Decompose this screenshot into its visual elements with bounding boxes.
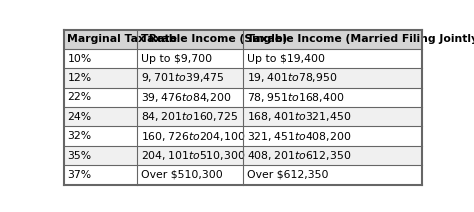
Text: Up to $9,700: Up to $9,700 xyxy=(141,54,212,64)
Text: 32%: 32% xyxy=(67,131,91,141)
Text: 12%: 12% xyxy=(67,73,91,83)
Text: 24%: 24% xyxy=(67,112,91,122)
Bar xyxy=(243,68,422,88)
Bar xyxy=(137,126,243,146)
Text: $168,401 to $321,450: $168,401 to $321,450 xyxy=(246,110,351,123)
Text: Taxable Income (Married Filing Jointly): Taxable Income (Married Filing Jointly) xyxy=(246,34,474,44)
Bar xyxy=(64,126,137,146)
Bar xyxy=(64,107,137,126)
Text: $408,201 to $612,350: $408,201 to $612,350 xyxy=(246,149,351,162)
Bar xyxy=(64,88,137,107)
Text: $78,951 to $168,400: $78,951 to $168,400 xyxy=(246,91,344,104)
Text: Up to $19,400: Up to $19,400 xyxy=(246,54,325,64)
Text: Taxable Income (Single): Taxable Income (Single) xyxy=(141,34,287,44)
Text: 22%: 22% xyxy=(67,92,91,102)
Text: 37%: 37% xyxy=(67,170,91,180)
Bar xyxy=(64,165,137,185)
Text: 35%: 35% xyxy=(67,151,91,160)
Text: $19,401 to $78,950: $19,401 to $78,950 xyxy=(246,71,337,85)
Text: 10%: 10% xyxy=(67,54,91,64)
Bar xyxy=(243,88,422,107)
Text: $204,101 to $510,300: $204,101 to $510,300 xyxy=(141,149,245,162)
Bar xyxy=(137,88,243,107)
Text: $9,701 to $39,475: $9,701 to $39,475 xyxy=(141,71,224,85)
Text: $160,726 to $204,100: $160,726 to $204,100 xyxy=(141,130,245,143)
Text: $84,201 to $160,725: $84,201 to $160,725 xyxy=(141,110,238,123)
Text: Over $612,350: Over $612,350 xyxy=(246,170,328,180)
Bar xyxy=(243,29,422,49)
Bar xyxy=(64,146,137,165)
Bar xyxy=(64,29,137,49)
Bar xyxy=(64,68,137,88)
Bar xyxy=(243,146,422,165)
Bar xyxy=(137,68,243,88)
Bar xyxy=(243,126,422,146)
Text: $321,451 to $408,200: $321,451 to $408,200 xyxy=(246,130,351,143)
Bar xyxy=(137,49,243,68)
Bar xyxy=(137,146,243,165)
Text: Over $510,300: Over $510,300 xyxy=(141,170,223,180)
Bar xyxy=(243,49,422,68)
Bar xyxy=(137,29,243,49)
Bar xyxy=(64,49,137,68)
Bar xyxy=(137,107,243,126)
Bar xyxy=(243,165,422,185)
Bar xyxy=(137,165,243,185)
Bar xyxy=(243,107,422,126)
Text: $39,476 to $84,200: $39,476 to $84,200 xyxy=(141,91,231,104)
Text: Marginal Tax Rate: Marginal Tax Rate xyxy=(67,34,177,44)
